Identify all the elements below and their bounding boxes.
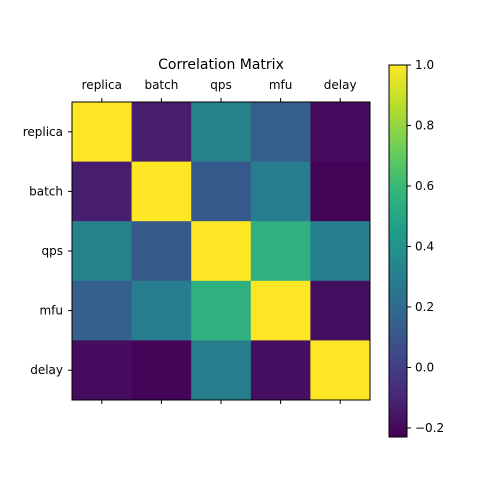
colorbar-ticks: −0.2 0.0 0.2 0.4 0.6 0.8 1.0 (407, 58, 444, 435)
heatmap-cell-mfu-qps (191, 280, 252, 341)
heatmap-cell-qps-batch (131, 221, 192, 282)
heatmap-cell-mfu-delay (310, 280, 371, 341)
chart-title: Correlation Matrix (158, 57, 284, 73)
colorbar-tick-label: 0.0 (415, 360, 434, 374)
y-tick-label-replica: replica (23, 125, 63, 139)
heatmap-cell-qps-delay (310, 221, 371, 282)
colorbar-tick-label: −0.2 (415, 421, 444, 435)
colorbar-tick-label: 0.2 (415, 300, 434, 314)
x-axis-ticks: replica batch qps mfu delay (82, 78, 357, 404)
x-tick-label-qps: qps (210, 78, 232, 92)
heatmap-cell-qps-replica (72, 221, 132, 282)
colorbar-tick-label: 0.6 (415, 179, 434, 193)
heatmap-cell-delay-delay (310, 340, 371, 401)
heatmap-cell-batch-qps (191, 161, 252, 222)
heatmap-cell-delay-mfu (250, 340, 311, 401)
heatmap-cell-replica-delay (310, 102, 371, 162)
heatmap-cell-replica-replica (72, 102, 132, 162)
colorbar-tick-label: 0.8 (415, 118, 434, 132)
x-tick-label-mfu: mfu (269, 78, 293, 92)
heatmap-cell-replica-batch (131, 102, 192, 162)
heatmap-cell-mfu-batch (131, 280, 192, 341)
heatmap-cell-batch-replica (72, 161, 132, 222)
x-tick-label-replica: replica (82, 78, 122, 92)
y-tick-label-mfu: mfu (39, 304, 63, 318)
heatmap-cell-qps-mfu (250, 221, 311, 282)
x-tick-label-delay: delay (324, 78, 357, 92)
y-tick-label-delay: delay (30, 363, 63, 377)
y-tick-label-batch: batch (29, 184, 63, 198)
heatmap-cell-replica-mfu (250, 102, 311, 162)
heatmap-cell-replica-qps (191, 102, 252, 162)
heatmap-cell-batch-mfu (250, 161, 311, 222)
colorbar-tick-label: 1.0 (415, 58, 434, 72)
heatmap-cell-delay-replica (72, 340, 132, 401)
x-tick-label-batch: batch (144, 78, 178, 92)
heatmap-cell-qps-qps (191, 221, 252, 282)
heatmap-cell-batch-batch (131, 161, 192, 222)
colorbar-tick-label: 0.4 (415, 239, 434, 253)
heatmap-cells (72, 102, 371, 401)
heatmap-cell-mfu-replica (72, 280, 132, 341)
colorbar-bar (388, 64, 408, 438)
y-axis-ticks: replica batch qps mfu delay (23, 125, 72, 377)
heatmap-cell-delay-qps (191, 340, 252, 401)
heatmap-cell-delay-batch (131, 340, 192, 401)
heatmap-cell-batch-delay (310, 161, 371, 222)
y-tick-label-qps: qps (42, 244, 64, 258)
heatmap-cell-mfu-mfu (250, 280, 311, 341)
